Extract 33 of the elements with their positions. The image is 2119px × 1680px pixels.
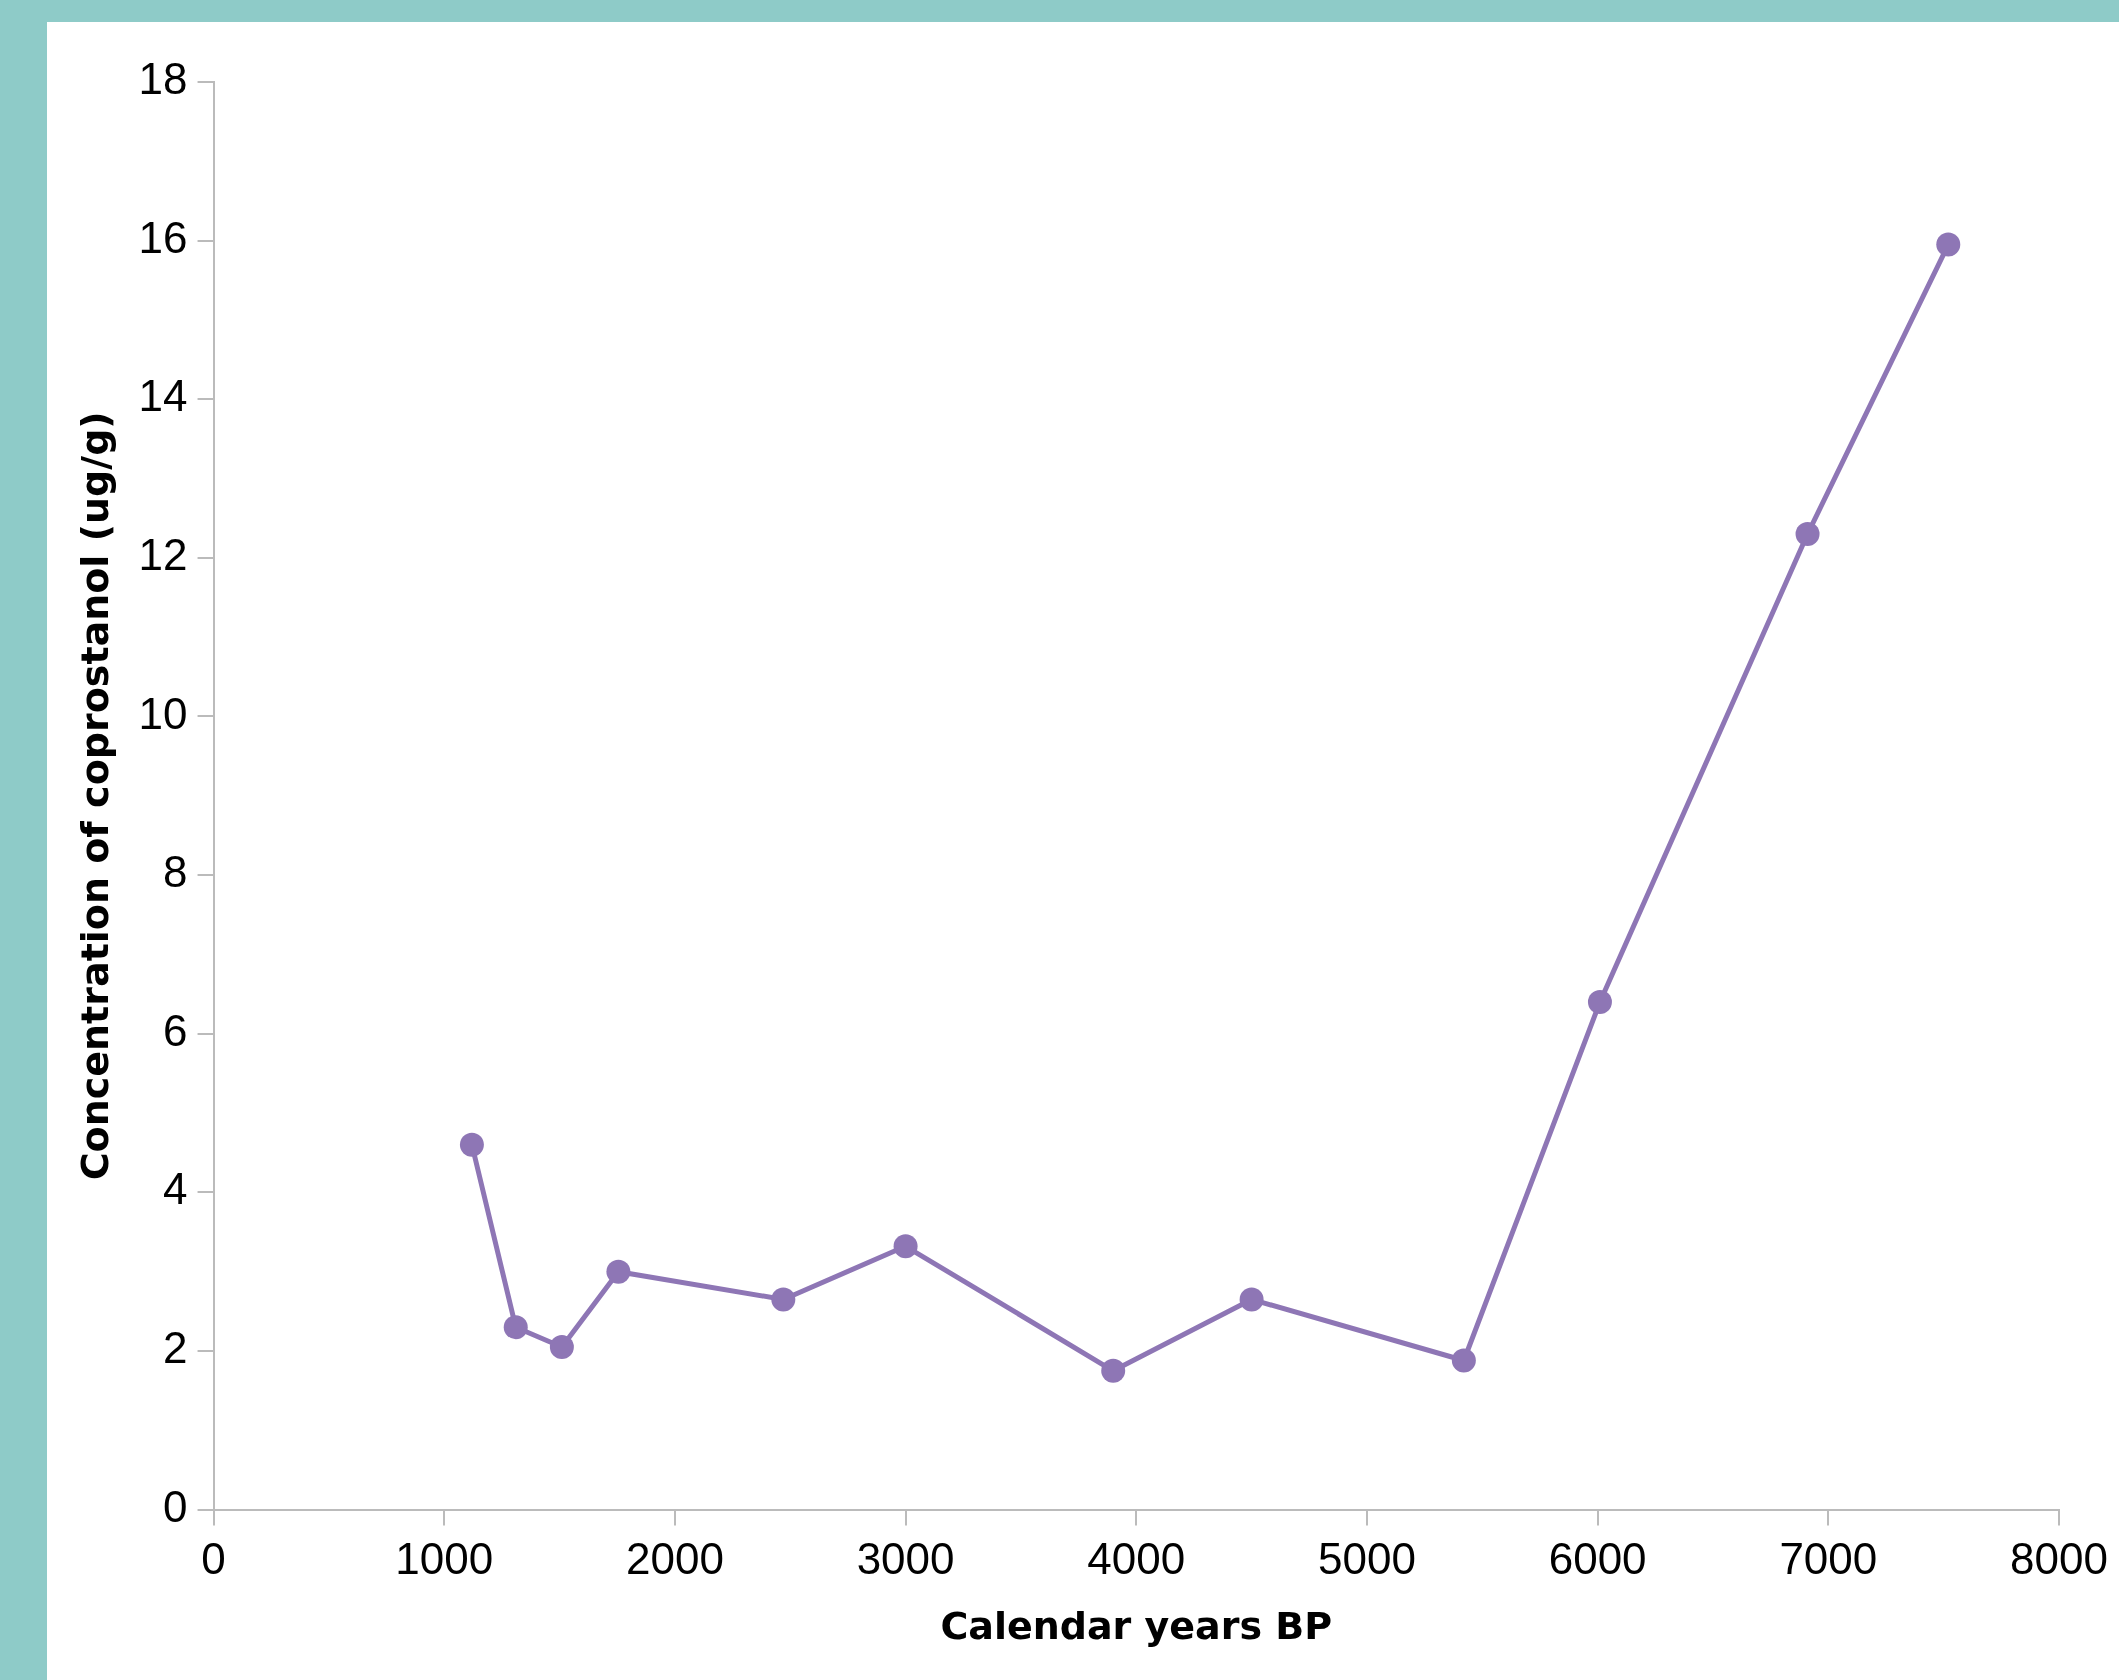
point xyxy=(771,1287,796,1312)
point xyxy=(1795,522,1820,547)
point xyxy=(893,1234,918,1259)
y-axis-title: Concentration of coprostanol (ug/g) xyxy=(72,411,117,1181)
x-tick-label: 7000 xyxy=(1779,1534,1878,1584)
point xyxy=(503,1315,528,1340)
point xyxy=(1239,1287,1264,1312)
y-tick-label: 14 xyxy=(138,371,188,421)
x-axis-title: Calendar years BP xyxy=(940,1604,1333,1649)
point xyxy=(1936,232,1961,257)
y-tick-label: 8 xyxy=(163,847,188,897)
x-tick-label: 3000 xyxy=(856,1534,955,1584)
y-tick-label: 12 xyxy=(138,530,188,580)
y-tick-label: 2 xyxy=(163,1323,188,1373)
point xyxy=(606,1259,631,1284)
point xyxy=(1587,990,1612,1015)
x-tick-label: 6000 xyxy=(1548,1534,1647,1584)
point xyxy=(1451,1348,1476,1373)
y-tick-label: 18 xyxy=(138,54,188,104)
y-tick-label: 10 xyxy=(138,688,188,738)
x-tick-label: 1000 xyxy=(395,1534,494,1584)
point xyxy=(459,1132,484,1157)
x-tick-label: 2000 xyxy=(625,1534,724,1584)
x-tick-label: 4000 xyxy=(1087,1534,1186,1584)
point xyxy=(1101,1358,1126,1383)
x-tick-label: 0 xyxy=(201,1534,226,1584)
y-tick-label: 6 xyxy=(163,1005,188,1055)
x-tick-label: 8000 xyxy=(2010,1534,2108,1584)
y-tick-label: 0 xyxy=(163,1481,188,1531)
x-tick-label: 5000 xyxy=(1318,1534,1416,1584)
y-tick-label: 16 xyxy=(138,212,188,262)
point xyxy=(549,1335,574,1360)
y-tick-label: 4 xyxy=(163,1164,188,1214)
